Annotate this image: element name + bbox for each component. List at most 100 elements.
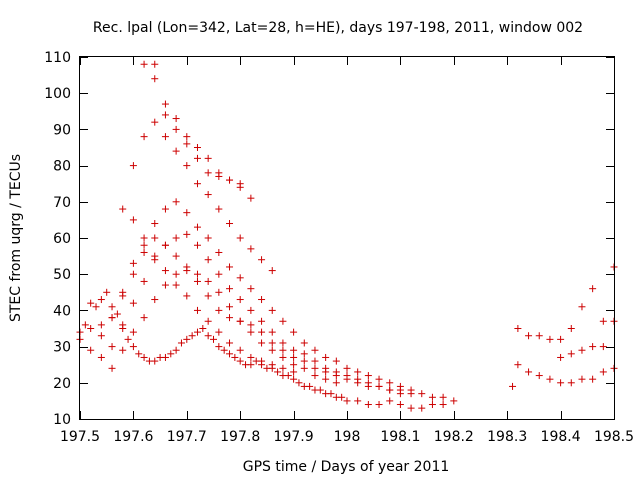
data-point (327, 390, 335, 398)
data-point (268, 328, 276, 336)
data-point (375, 375, 383, 383)
data-point (204, 277, 212, 285)
x-tick-label: 197.6 (113, 429, 153, 445)
x-tick-label: 198.2 (434, 429, 474, 445)
data-point (151, 118, 159, 126)
data-point (332, 379, 340, 387)
data-point (204, 332, 212, 340)
data-point (140, 277, 148, 285)
data-point (172, 198, 180, 206)
data-point (364, 401, 372, 409)
data-point (226, 339, 234, 347)
y-tick-label: 60 (53, 231, 71, 247)
x-tick-label: 197.5 (60, 429, 100, 445)
data-point (274, 368, 282, 376)
data-point (279, 353, 287, 361)
data-point (236, 274, 244, 282)
data-point (172, 281, 180, 289)
data-point (215, 288, 223, 296)
x-tick-label: 197.8 (220, 429, 260, 445)
y-tick-label: 40 (53, 303, 71, 319)
data-point (135, 350, 143, 358)
data-point (236, 317, 244, 325)
data-point (247, 285, 255, 293)
data-point (322, 364, 330, 372)
data-point (177, 339, 185, 347)
data-point (284, 372, 292, 380)
data-point (172, 115, 180, 123)
data-point (343, 372, 351, 380)
data-point (151, 60, 159, 68)
y-tick-label: 80 (53, 159, 71, 175)
data-point (183, 133, 191, 141)
data-point (204, 234, 212, 242)
data-point (589, 343, 597, 351)
data-point (226, 263, 234, 271)
data-point (386, 386, 394, 394)
data-point (300, 357, 308, 365)
data-point (258, 317, 266, 325)
data-point (215, 306, 223, 314)
data-point (87, 325, 95, 332)
data-point (439, 401, 447, 409)
data-point (103, 288, 111, 296)
data-point (439, 393, 447, 401)
data-point (509, 382, 517, 390)
data-point (140, 248, 148, 256)
data-point (258, 256, 266, 264)
data-point (557, 353, 565, 361)
data-point (204, 256, 212, 264)
data-point (193, 241, 201, 249)
data-point (183, 140, 191, 148)
data-point (172, 147, 180, 155)
data-point (161, 281, 169, 289)
data-point (535, 332, 543, 340)
data-point (129, 259, 137, 267)
data-point (236, 180, 244, 188)
data-point (161, 241, 169, 249)
data-point (290, 328, 298, 336)
data-point (193, 223, 201, 231)
data-point (300, 364, 308, 372)
data-point (226, 285, 234, 293)
data-point (129, 299, 137, 307)
data-point (295, 379, 303, 387)
data-point (290, 368, 298, 376)
data-point (97, 296, 105, 304)
data-point (97, 353, 105, 361)
data-point (290, 375, 298, 383)
data-point (364, 379, 372, 387)
data-point (290, 346, 298, 354)
data-point (599, 317, 607, 325)
data-point (322, 353, 330, 361)
data-point (226, 176, 234, 184)
data-point (268, 339, 276, 347)
data-point (386, 379, 394, 387)
data-point (204, 191, 212, 199)
data-point (418, 390, 426, 398)
data-point (151, 234, 159, 242)
x-tick-label: 197.9 (274, 429, 314, 445)
data-point (279, 364, 287, 372)
data-point (108, 314, 116, 322)
data-point (589, 285, 597, 293)
x-tick-label: 198.4 (541, 429, 581, 445)
y-tick-label: 10 (53, 412, 71, 428)
x-tick-labels: 197.5 197.6 197.7 197.8 197.9 198 198.1 198.2 19… (60, 429, 634, 445)
x-tick-label: 197.7 (167, 429, 207, 445)
data-point (290, 353, 298, 361)
data-point (589, 375, 597, 383)
data-point (247, 353, 255, 361)
data-point (535, 372, 543, 380)
data-point (236, 346, 244, 354)
data-point (514, 361, 522, 369)
y-tick-labels: 10 20 30 40 50 60 70 80 90 100 110 (44, 50, 71, 428)
data-point (599, 368, 607, 376)
data-point (247, 328, 255, 336)
data-point (215, 343, 223, 351)
x-axis-label: GPS time / Days of year 2011 (243, 459, 450, 475)
data-point (311, 372, 319, 380)
chart-title: Rec. lpal (Lon=342, Lat=28, h=HE), days … (93, 20, 583, 36)
data-point (151, 357, 159, 365)
